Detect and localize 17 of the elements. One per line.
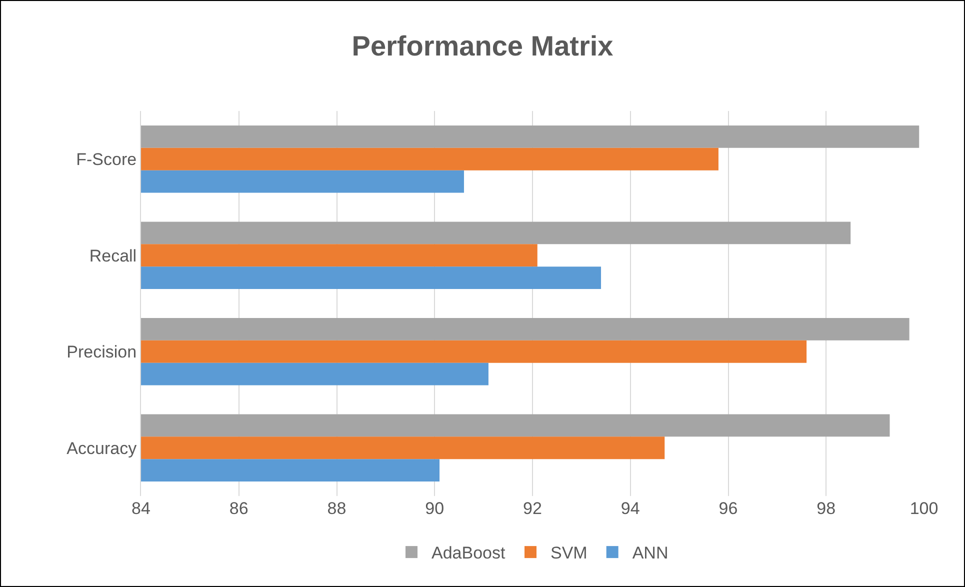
- chart-title: Performance Matrix: [352, 30, 614, 62]
- x-tick-label: 88: [327, 499, 346, 518]
- x-tick-label: 84: [132, 499, 150, 518]
- y-tick-label: F-Score: [76, 150, 137, 170]
- x-tick-label: 94: [620, 499, 640, 518]
- y-tick-label: Recall: [89, 246, 137, 266]
- x-tick-label: 96: [718, 499, 738, 518]
- legend-label: ANN: [632, 544, 668, 563]
- y-tick-label: Accuracy: [66, 438, 138, 458]
- x-tick-label: 92: [523, 499, 542, 518]
- x-tick-label: 90: [425, 499, 444, 518]
- x-tick-label: 100: [910, 499, 938, 518]
- legend-label: SVM: [550, 544, 588, 563]
- y-tick-label: Precision: [66, 342, 137, 362]
- legend-label: AdaBoost: [432, 544, 506, 563]
- x-tick-label: 98: [816, 499, 836, 518]
- x-tick-label: 86: [229, 499, 248, 518]
